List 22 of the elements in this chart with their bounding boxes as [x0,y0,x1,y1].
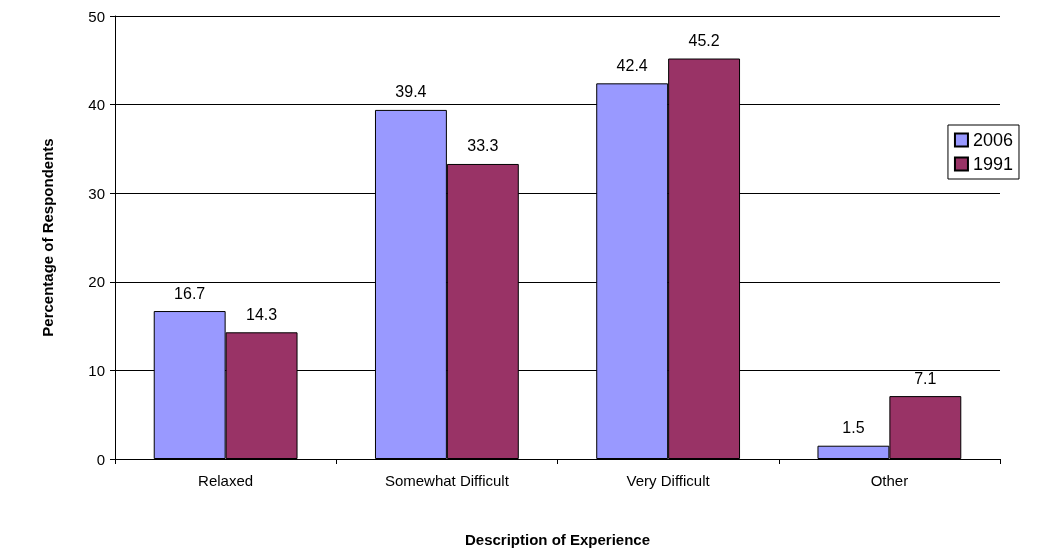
data-label: 1.5 [842,419,865,437]
x-axis-title: Description of Experience [464,531,651,548]
x-tick-label: Other [870,472,909,489]
y-tick-label: 50 [88,7,105,25]
y-axis-title: Percentage of Respondents [39,138,56,337]
x-tick-label: Very Difficult [626,472,711,489]
x-tick-label: Relaxed [198,472,254,489]
legend-label: 2006 [972,130,1013,150]
data-label: 42.4 [616,56,648,74]
y-tick-label: 20 [88,273,105,291]
data-label: 33.3 [467,137,499,155]
y-tick-label: 30 [88,184,105,202]
data-label: 7.1 [914,369,937,387]
legend-label: 1991 [972,154,1013,174]
y-tick-label: 40 [88,96,105,114]
data-label: 39.4 [395,83,427,101]
y-tick-label: 10 [88,361,105,379]
data-label: 16.7 [174,284,206,302]
data-label: 14.3 [246,305,278,323]
x-tick-label: Somewhat Difficult [384,472,510,489]
y-tick-label: 0 [96,450,105,468]
data-label: 45.2 [688,32,720,50]
